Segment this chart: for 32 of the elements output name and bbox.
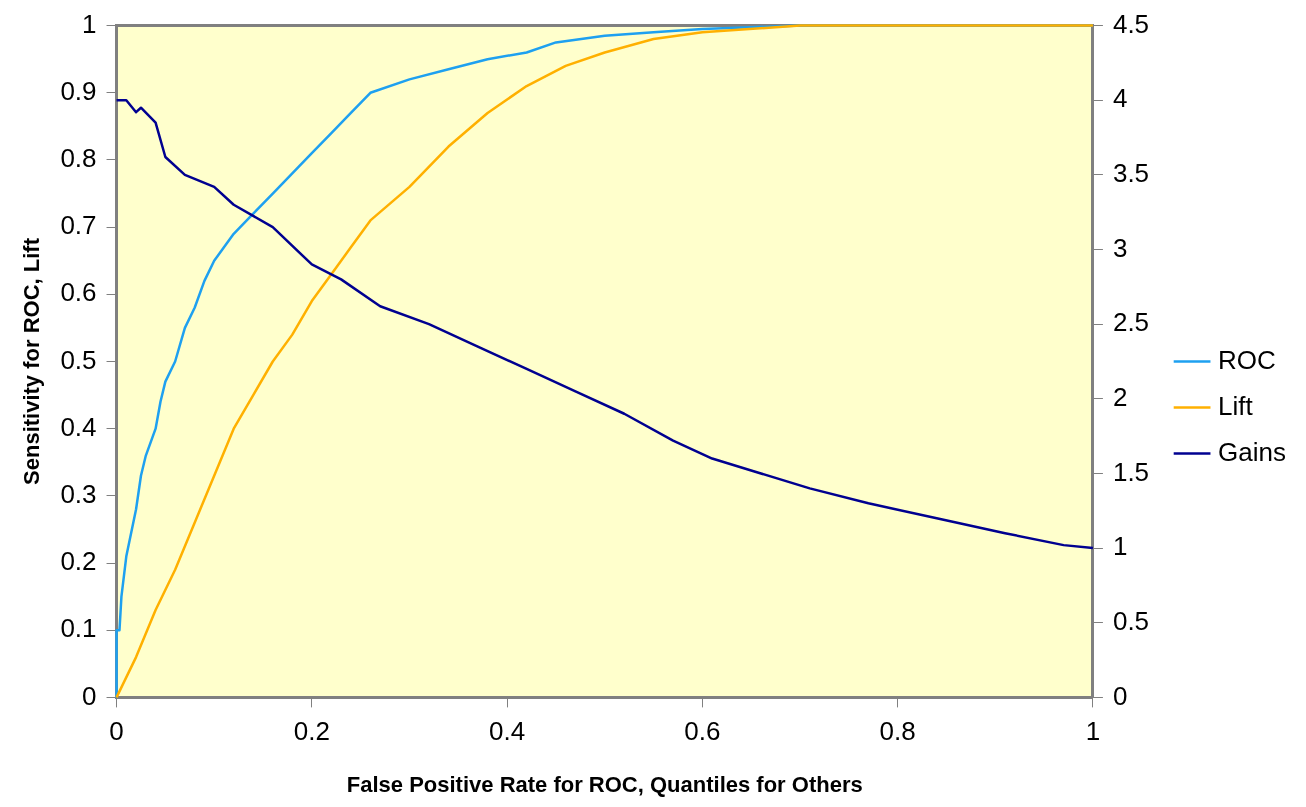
y2-tick-label: 1.5 bbox=[1112, 456, 1150, 487]
y-tick-label: 0.3 bbox=[60, 479, 97, 510]
x-tick-label: 0.6 bbox=[684, 716, 721, 747]
x-tick-label: 0.8 bbox=[879, 716, 916, 747]
y-tick-label: 0.8 bbox=[60, 143, 97, 174]
y2-tick-label: 2 bbox=[1112, 381, 1128, 412]
y2-tick-label: 3 bbox=[1112, 232, 1128, 263]
legend-label: ROC bbox=[1218, 344, 1276, 375]
legend-label: Gains bbox=[1218, 436, 1286, 467]
y-axis-title: Sensitivity for ROC, Lift bbox=[19, 237, 45, 485]
x-tick-label: 0 bbox=[109, 716, 124, 747]
x-tick-label: 0.4 bbox=[489, 716, 526, 747]
x-tick-label: 0.2 bbox=[293, 716, 330, 747]
y-tick-label: 0.6 bbox=[60, 277, 97, 308]
y-tick-label: 0.1 bbox=[60, 613, 97, 644]
y-tick-label: 0 bbox=[82, 680, 97, 711]
y-tick-label: 0.7 bbox=[60, 210, 97, 241]
x-tick-label: 1 bbox=[1085, 716, 1101, 747]
y2-tick-label: 0 bbox=[1112, 680, 1128, 711]
y2-tick-label: 3.5 bbox=[1112, 158, 1150, 189]
y-tick-label: 0.2 bbox=[60, 546, 97, 577]
y2-tick-label: 0.5 bbox=[1112, 605, 1150, 636]
y-tick-label: 0.4 bbox=[60, 411, 97, 442]
y-tick-label: 0.5 bbox=[60, 344, 97, 375]
y2-tick-label: 4.5 bbox=[1112, 8, 1150, 39]
legend-label: Lift bbox=[1218, 390, 1254, 421]
y-tick-label: 0.9 bbox=[60, 75, 97, 106]
x-axis-title: False Positive Rate for ROC, Quantiles for Others bbox=[346, 771, 863, 797]
y2-tick-label: 2.5 bbox=[1112, 307, 1150, 338]
y-tick-label: 1 bbox=[82, 8, 97, 39]
y2-tick-label: 4 bbox=[1112, 83, 1128, 114]
y2-tick-label: 1 bbox=[1112, 531, 1128, 562]
